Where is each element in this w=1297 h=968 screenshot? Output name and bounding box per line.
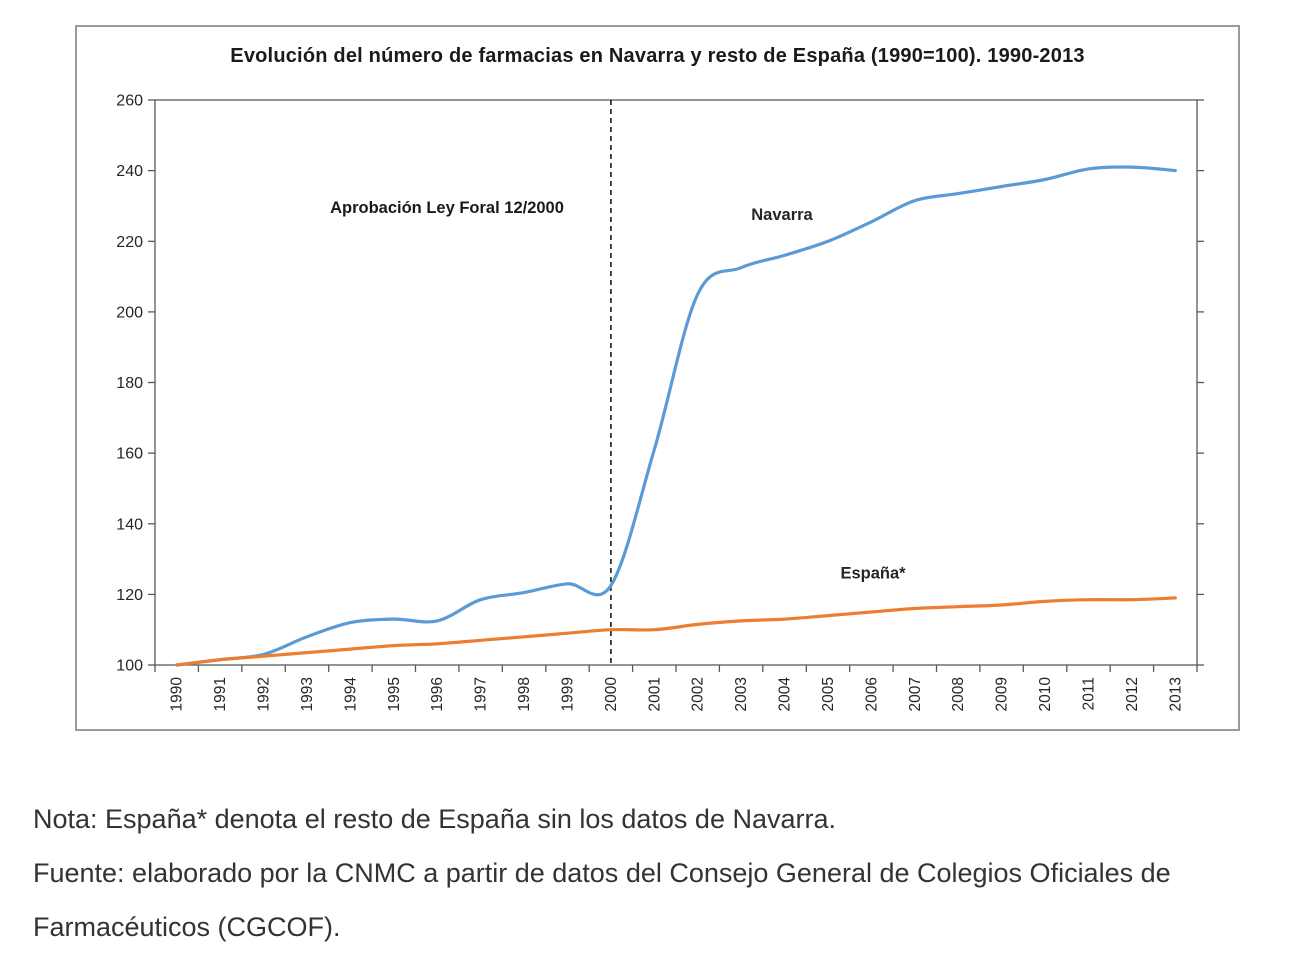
x-axis-tick-label: 1998	[516, 677, 533, 711]
x-axis-tick-label: 2002	[690, 677, 707, 711]
note-line: Nota: España* denota el resto de España …	[33, 804, 836, 834]
chart-title: Evolución del número de farmacias en Nav…	[230, 45, 1085, 67]
x-axis-tick-label: 2013	[1167, 677, 1184, 711]
x-axis-tick-label: 2009	[994, 677, 1011, 711]
x-axis-tick-label: 1993	[299, 677, 316, 711]
y-axis-tick-label: 160	[116, 446, 143, 463]
y-axis-tick-label: 140	[116, 516, 143, 533]
x-axis-tick-label: 2011	[1081, 677, 1098, 710]
x-axis-tick-label: 2008	[950, 677, 967, 711]
x-axis-tick-label: 2012	[1124, 677, 1141, 711]
y-axis-tick-label: 200	[116, 304, 143, 321]
x-axis-tick-label: 1992	[256, 677, 273, 711]
x-axis-tick-label: 1990	[169, 677, 186, 712]
x-axis-tick-label: 2007	[907, 677, 924, 711]
espana-series-label: España*	[840, 565, 906, 583]
chart-container: Evolución del número de farmacias en Nav…	[75, 25, 1240, 731]
x-axis-tick-label: 1995	[386, 677, 403, 711]
x-axis-tick-label: 1991	[212, 677, 229, 711]
notes: Nota: España* denota el resto de España …	[33, 792, 1198, 954]
espana-line	[175, 596, 1177, 667]
y-axis-tick-label: 260	[116, 93, 143, 110]
x-axis-tick-label: 2001	[646, 677, 663, 711]
y-axis-tick-label: 100	[116, 658, 143, 675]
x-axis-tick-label: 1997	[473, 677, 490, 711]
x-axis-tick-label: 2000	[603, 677, 620, 712]
source-line: Fuente: elaborado por la CNMC a partir d…	[33, 858, 1171, 942]
x-axis-tick-label: 2004	[777, 677, 794, 712]
annotation-label: Aprobación Ley Foral 12/2000	[330, 199, 564, 217]
y-axis-tick-label: 240	[116, 163, 143, 180]
line-chart: 100 120 140 160 180 200 220 240 260 1990 1991 1992 1…	[116, 93, 1204, 712]
x-axis-tick-label: 1999	[560, 677, 577, 711]
x-axis-tick-label: 2003	[733, 677, 750, 711]
navarra-line	[175, 165, 1177, 667]
y-axis-tick-label: 180	[116, 375, 143, 392]
plot-border	[154, 99, 1198, 666]
x-axis-tick-label: 1994	[342, 677, 359, 712]
y-axis-tick-label: 220	[116, 234, 143, 251]
x-axis-tick-label: 1996	[429, 677, 446, 711]
navarra-series-label: Navarra	[751, 206, 813, 224]
x-axis-tick-label: 2010	[1037, 677, 1054, 712]
y-axis-tick-label: 120	[116, 587, 143, 604]
x-axis-tick-label: 2006	[863, 677, 880, 711]
x-axis-tick-label: 2005	[820, 677, 837, 711]
